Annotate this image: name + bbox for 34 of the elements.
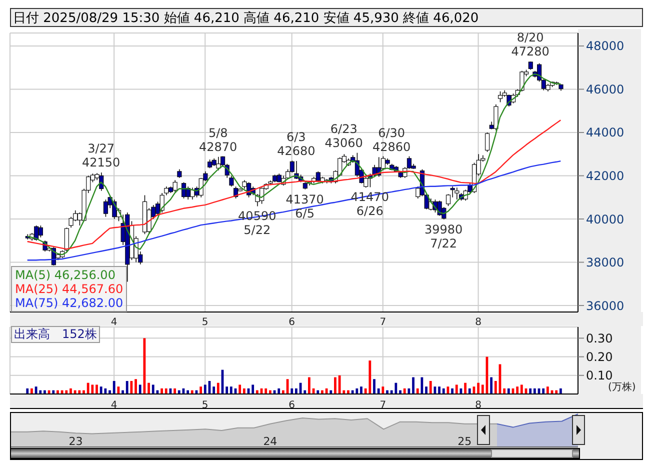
y-tick-label: 38000 [586, 256, 624, 270]
annotation: 5/8 42870 [199, 126, 238, 154]
y-tick-label: 42000 [586, 169, 624, 184]
x-tick-label: 6 [288, 317, 296, 328]
series-label: MA(5) 46,256.00 [15, 268, 116, 282]
x-tick-label: 7 [380, 317, 386, 328]
x-tick-label: 4 [110, 317, 118, 328]
y-tick-label: 36000 [586, 298, 624, 313]
x-tick-label: 25 [458, 435, 472, 448]
y-tick-label: 40000 [586, 212, 624, 226]
annotation: 8/20 47280 [511, 30, 550, 59]
text: MA(75) 42,682.00 [15, 296, 124, 310]
x-tick-label: 23 [68, 435, 83, 448]
y-tick-label: 48000 [586, 39, 624, 54]
annotation: 6/30 42860 [372, 126, 411, 154]
chart-title: 日付 2025/08/29 15:30 始値 46,210 高値 46,210 安値 45,930 終値 46,020 [10, 8, 643, 27]
annotation: 41370 6/5 [286, 192, 324, 220]
x-tick-label: 7 [380, 400, 386, 412]
annotation: 39980 7/22 [424, 222, 463, 250]
y-tick-label: 44000 [586, 126, 624, 140]
y-axis-title: (万株) [608, 380, 636, 394]
annotation: 6/3 42680 [277, 130, 316, 158]
y-tick-label: 0.20 [586, 350, 613, 364]
chart-title: 出来高 152株 [11, 326, 100, 343]
y-tick-label: 0.10 [586, 368, 613, 383]
x-tick-label: 8 [475, 317, 482, 328]
x-tick-label: 5 [202, 317, 208, 328]
annotation: 6/23 43060 [324, 122, 363, 150]
x-tick-label: 24 [263, 435, 278, 448]
x-tick-label: 4 [110, 400, 118, 412]
y-tick-label: 46000 [586, 82, 624, 96]
text: MA(25) 44,567.60 [15, 282, 124, 296]
y-tick-label: 0.30 [586, 331, 613, 346]
annotation: 3/27 42150 [82, 142, 120, 170]
